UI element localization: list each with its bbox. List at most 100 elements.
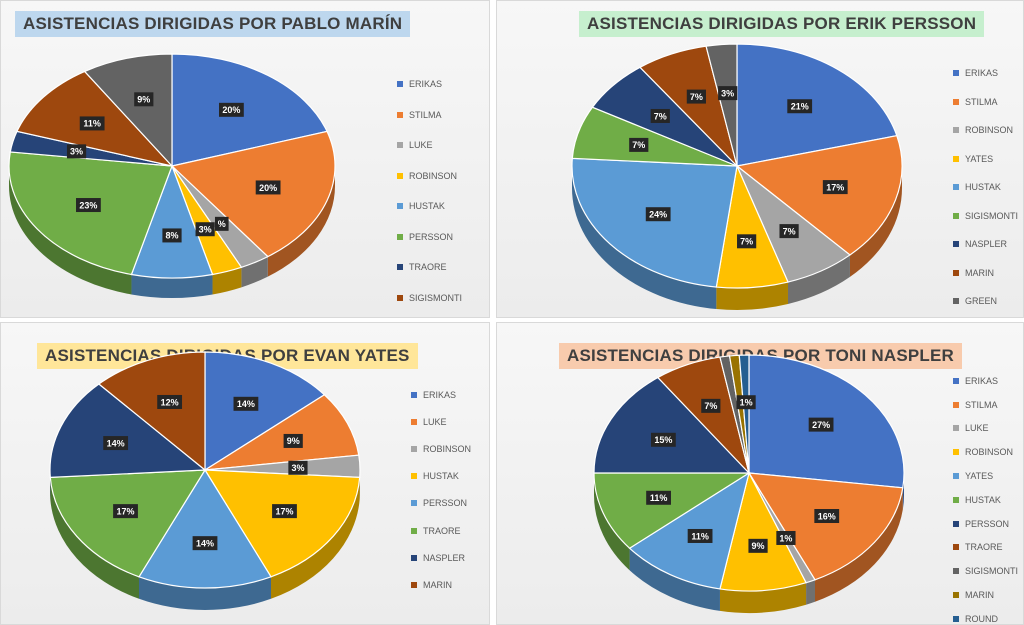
legend-item-round: ROUND — [953, 607, 1018, 624]
legend-swatch — [397, 111, 403, 118]
legend-item-stilma: STILMA — [397, 100, 462, 131]
legend-item-naspler: NASPLER — [411, 544, 471, 571]
pct-label-hustak: 24% — [645, 207, 671, 222]
legend-swatch — [411, 554, 417, 561]
svg-text:16%: 16% — [818, 511, 836, 521]
svg-text:7%: 7% — [740, 237, 753, 247]
legend-swatch — [953, 298, 959, 305]
legend-item-luke: LUKE — [397, 130, 462, 161]
legend-item-stilma: STILMA — [953, 88, 1018, 117]
legend-label: NASPLER — [965, 239, 1008, 250]
legend-swatch — [411, 391, 417, 398]
legend-item-traore: TRAORE — [397, 252, 462, 283]
svg-text:27%: 27% — [812, 420, 830, 430]
legend-item-erikas: ERIKAS — [953, 369, 1018, 393]
pie-slice-naspler — [49, 383, 207, 479]
svg-text:11%: 11% — [650, 493, 668, 503]
legend-item-erikas: ERIKAS — [411, 381, 471, 408]
legend-item-sigismonti: SIGISMONTI — [397, 283, 462, 314]
pie-chart: 27% 16% 1% 9% 11% 11% 15% 7% 1% — [593, 354, 905, 613]
legend-label: ROBINSON — [423, 443, 472, 454]
legend-label: TRAORE — [409, 262, 447, 273]
pct-label-traore: 7% — [701, 398, 721, 413]
legend-item-luke: LUKE — [411, 408, 471, 435]
pct-label-sigismonti: 7% — [629, 137, 649, 152]
legend-swatch — [953, 127, 959, 134]
legend-label: ERIKAS — [423, 389, 457, 400]
svg-text:11%: 11% — [83, 119, 101, 129]
pct-label-robinson: 9% — [748, 538, 768, 553]
legend-label: YATES — [965, 153, 994, 164]
legend-swatch — [411, 581, 417, 588]
pct-label-erikas: 21% — [787, 99, 813, 114]
legend-swatch — [397, 203, 403, 210]
pie-side-hustak — [572, 166, 717, 310]
svg-text:3%: 3% — [721, 88, 734, 98]
legend-label: HUSTAK — [965, 494, 1001, 505]
legend-swatch — [953, 70, 959, 77]
legend-item-erikas: ERIKAS — [397, 69, 462, 100]
pie-slice-persson — [138, 468, 272, 589]
legend-swatch — [953, 241, 959, 248]
legend-item-marin: MARIN — [411, 571, 471, 598]
legend-swatch — [953, 98, 959, 105]
legend-item-naspler: NASPLER — [397, 313, 462, 317]
pie-slice-stilma — [735, 134, 903, 256]
pie-side-persson — [139, 576, 271, 610]
pct-label-erikas: 14% — [233, 396, 259, 411]
pie-side-stilma — [849, 166, 902, 277]
pct-label-traore: 17% — [113, 504, 138, 519]
pct-label-sigismonti: 11% — [79, 116, 105, 131]
legend-swatch — [953, 449, 959, 456]
legend-swatch — [953, 520, 959, 527]
pct-label-erikas: 27% — [808, 417, 834, 432]
pie-slice-traore — [49, 469, 207, 578]
chart-title: ASISTENCIAS DIRIGIDAS POR ERIK PERSSON — [579, 11, 985, 37]
legend-label: MARIN — [965, 267, 994, 278]
svg-text:17%: 17% — [275, 506, 293, 516]
chart-title: ASISTENCIAS DIRIGIDAS POR PABLO MARÍN — [15, 11, 411, 37]
pct-label-marin: 12% — [157, 394, 183, 409]
legend-item-erikas: ERIKAS — [953, 59, 1018, 88]
legend-label: ERIKAS — [409, 79, 443, 90]
pie-slice-hustak — [593, 472, 752, 549]
legend-label: PERSSON — [409, 231, 454, 242]
pct-label-hustak: 17% — [272, 504, 297, 519]
legend-item-robinson: ROBINSON — [411, 435, 471, 462]
pct-label-persson: 15% — [650, 432, 676, 447]
pie-slice-erikas — [736, 43, 898, 167]
pie-labels: 20% 20%% 3% 8% 23% 3% 11% 9% — [66, 92, 281, 243]
legend-label: ERIKAS — [965, 68, 999, 79]
legend-swatch — [397, 294, 403, 301]
legend-item-persson: PERSSON — [397, 222, 462, 253]
pie-sides — [572, 166, 902, 310]
pct-label-traore: 3% — [66, 144, 87, 159]
pie-slice-naspler — [83, 53, 173, 168]
pie-slice-stilma — [747, 472, 904, 581]
pie-chart: 20% 20%% 3% 8% 23% 3% 11% 9% — [8, 53, 336, 298]
svg-text:3%: 3% — [199, 225, 212, 235]
chart-panel-evan-yates: ASISTENCIAS DIRIGIDAS POR EVAN YATES 14%… — [0, 322, 490, 625]
pie-side-hustak — [270, 477, 360, 599]
legend-label: YATES — [965, 471, 994, 482]
legend-swatch — [953, 269, 959, 276]
legend-item-robinson: ROBINSON — [397, 161, 462, 192]
legend-label: PERSSON — [423, 498, 468, 509]
legend-swatch — [411, 473, 417, 480]
pie-side-robinson — [719, 582, 807, 613]
legend-item-luke: LUKE — [953, 417, 1018, 441]
legend: ERIKAS STILMA ROBINSON YATES HUSTAK SIGISMONT… — [953, 59, 1018, 316]
pct-label-robinson: 7% — [779, 224, 799, 239]
pie-side-luke — [806, 579, 815, 605]
legend-item-hustak: HUSTAK — [411, 463, 471, 490]
legend-swatch — [397, 142, 403, 149]
pie-side-traore — [50, 477, 140, 599]
svg-text:7%: 7% — [704, 401, 717, 411]
pct-label-yates: 7% — [737, 234, 757, 249]
legend-swatch — [953, 496, 959, 503]
legend-label: STILMA — [409, 109, 442, 120]
pie-slice-erikas — [204, 351, 326, 472]
pct-label-luke: % — [214, 216, 229, 231]
legend-swatch — [953, 592, 959, 599]
svg-text:1%: 1% — [740, 398, 753, 408]
